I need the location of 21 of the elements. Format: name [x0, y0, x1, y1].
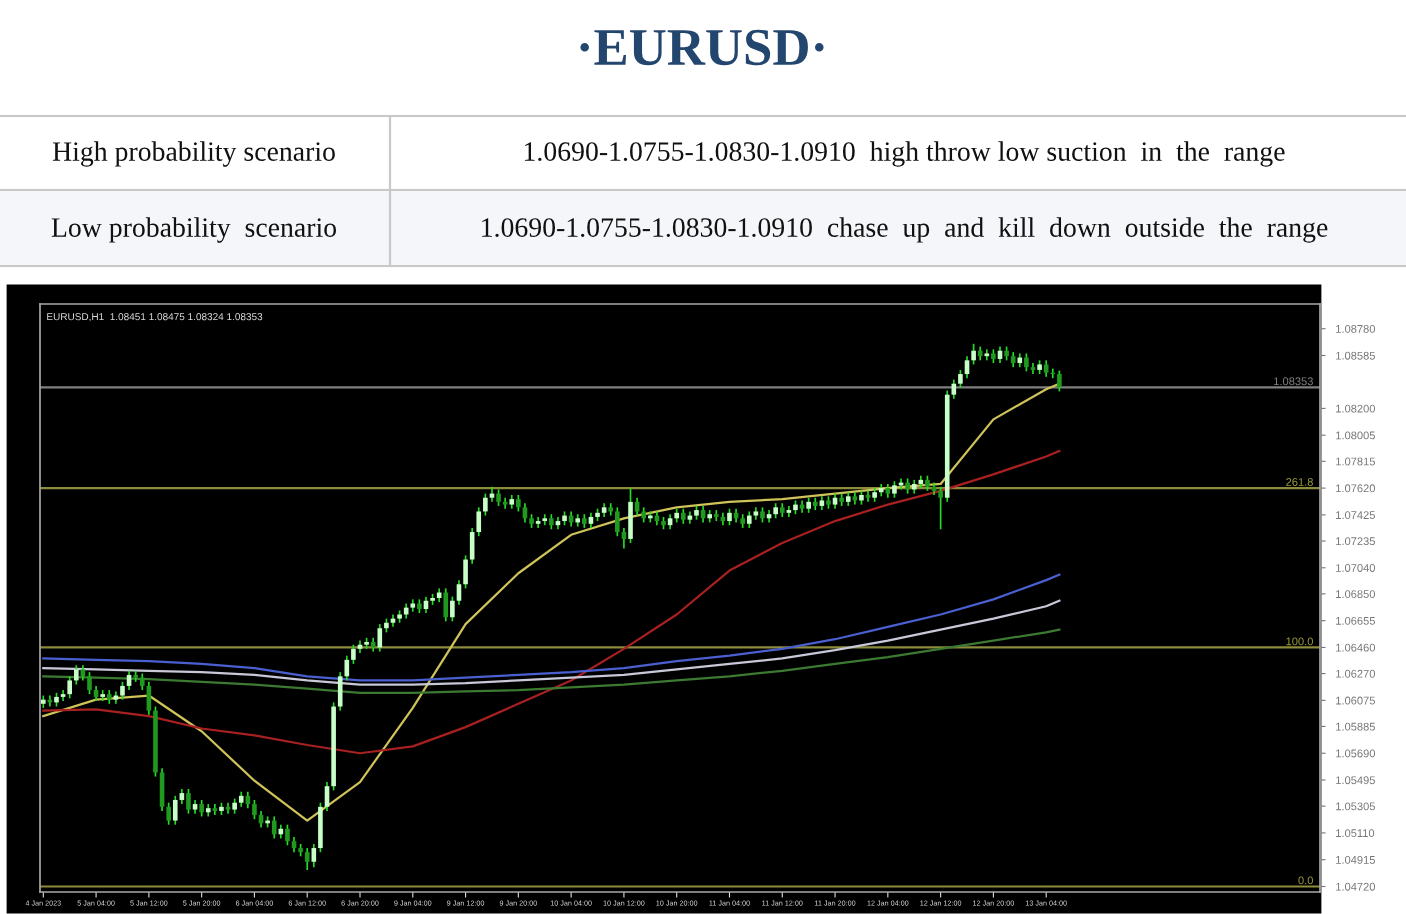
- candlestick: [304, 847, 310, 871]
- candlestick: [1057, 369, 1062, 393]
- candlestick: [186, 788, 191, 815]
- text: Low probability scenario: [51, 217, 337, 243]
- text: 1.0690-1.0755-1.0830-1.0910 chase up and kill down outside the range: [482, 217, 1328, 243]
- candlestick: [938, 485, 943, 531]
- candlestick: [285, 823, 290, 847]
- candlestick: [87, 671, 92, 696]
- line-series: [42, 573, 1061, 682]
- candlestick: [628, 487, 633, 544]
- chart-title: ·EURUSD·: [580, 29, 824, 66]
- text: High probability scenario: [52, 141, 335, 167]
- text: 1.0690-1.0755-1.0830-1.0910 high throw low suction in the range: [524, 141, 1285, 167]
- candlestick: [172, 794, 178, 826]
- candlestick: [377, 623, 383, 653]
- line-series: [42, 599, 1061, 686]
- candlestick: [252, 799, 257, 821]
- candlestick: [271, 815, 277, 840]
- line-series: [42, 628, 1061, 694]
- line-series: [42, 449, 1061, 755]
- candlestick: [443, 587, 449, 623]
